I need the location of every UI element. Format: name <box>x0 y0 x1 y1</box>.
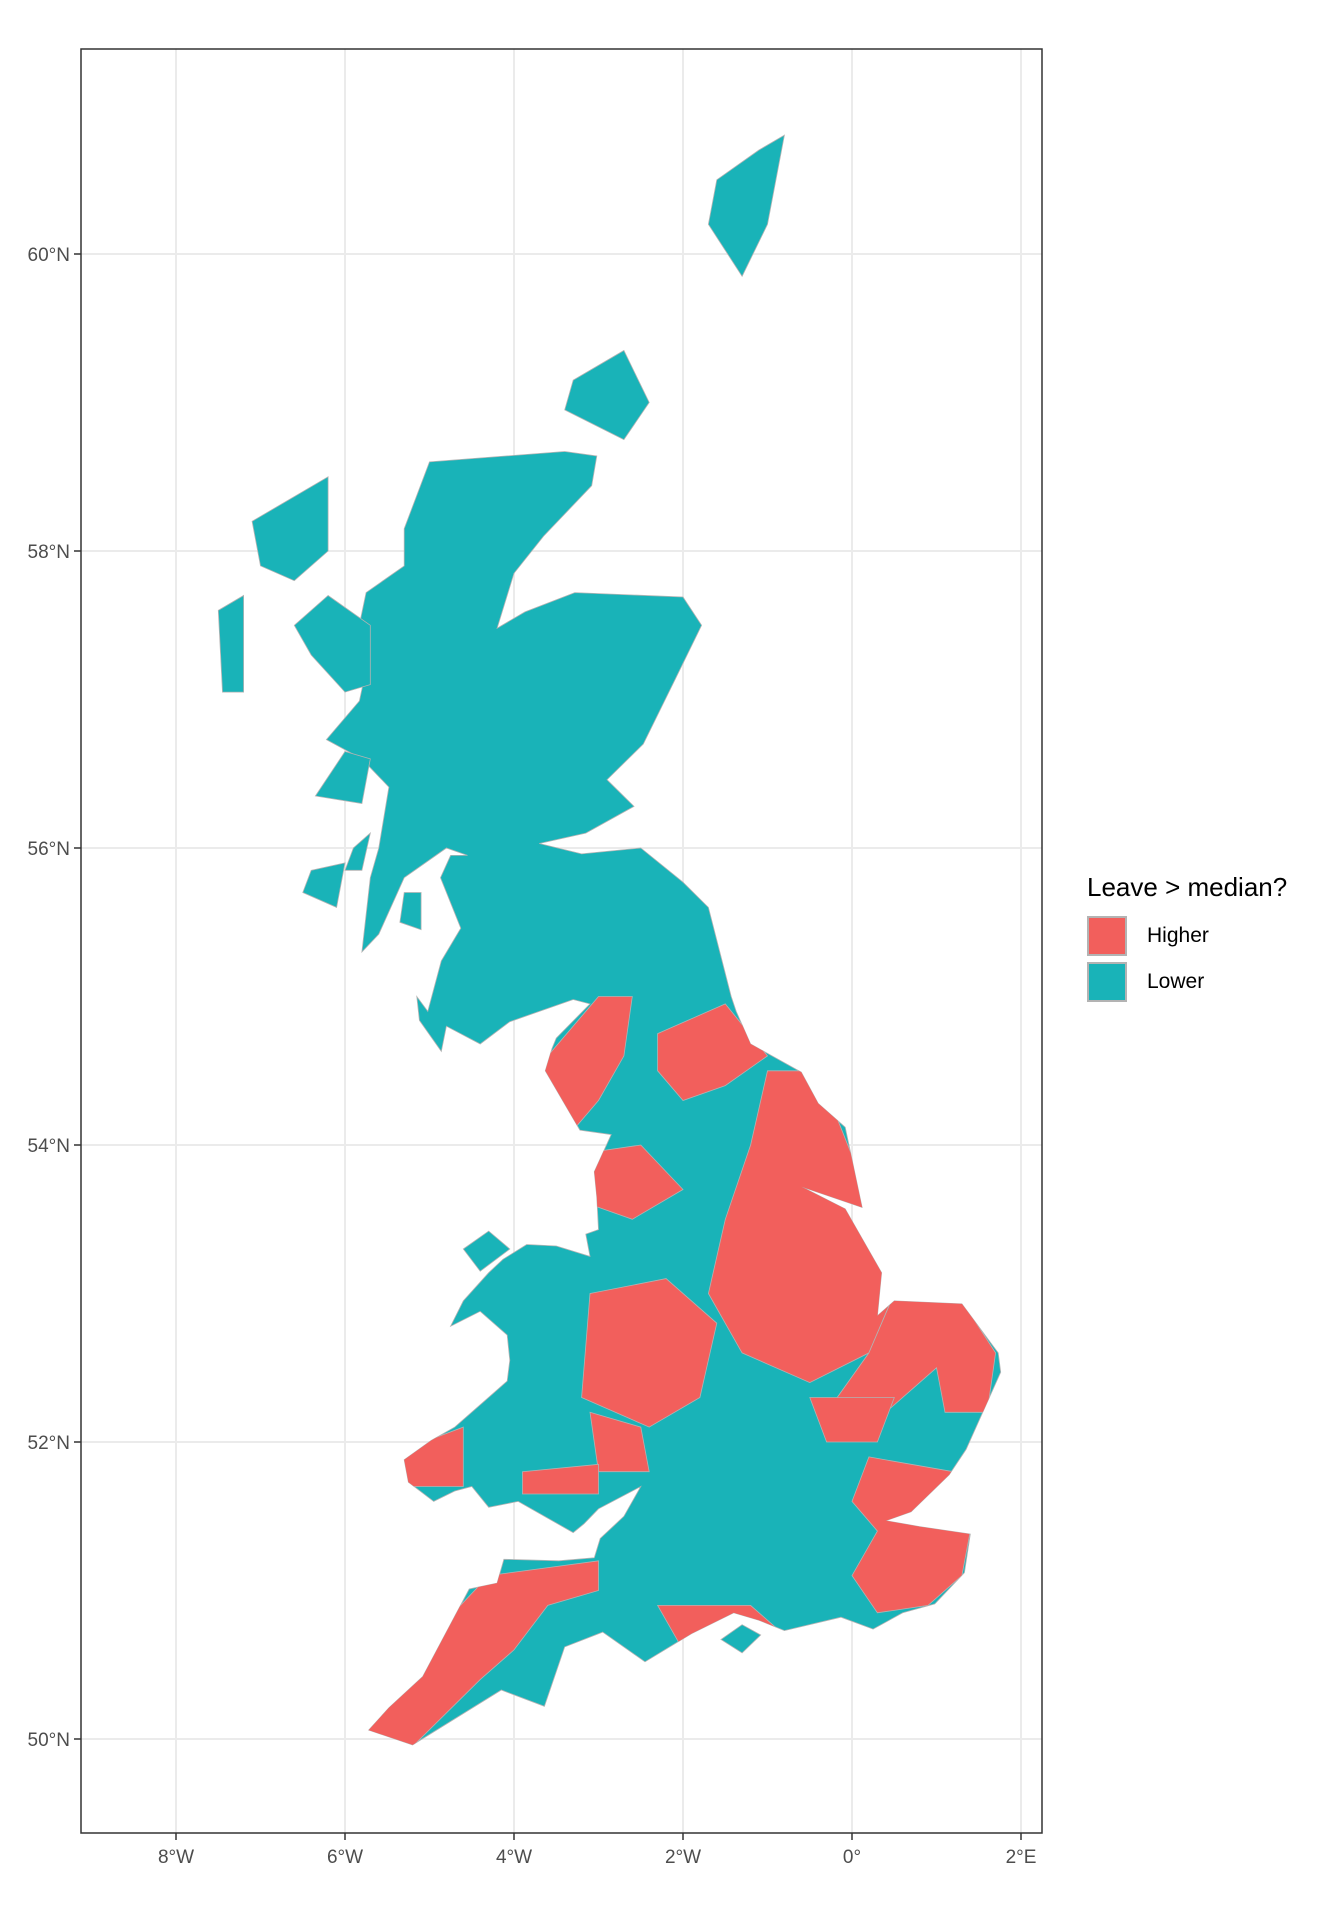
legend-key-higher <box>1087 916 1127 956</box>
region-higher <box>589 1411 650 1473</box>
region-higher <box>657 1003 769 1101</box>
island-lower-region <box>314 751 371 804</box>
legend-key-lower <box>1087 962 1127 1002</box>
legend-title: Leave > median? <box>1087 872 1288 902</box>
x-tick-label: 6°W <box>327 1847 363 1868</box>
y-tick-label: 52°N <box>28 1433 70 1454</box>
region-higher <box>522 1463 599 1495</box>
panel-border <box>80 48 1043 1834</box>
island-lower-region <box>344 831 371 871</box>
y-tick-label: 50°N <box>28 1730 70 1751</box>
island-lower-region <box>564 349 650 441</box>
region-higher <box>809 1397 895 1443</box>
legend-item-lower: Lower <box>1087 959 1287 1005</box>
legend-label-lower: Lower <box>1147 970 1205 993</box>
y-tick-label: 58°N <box>28 542 70 563</box>
x-tick-label: 2°W <box>665 1847 701 1868</box>
x-tick-label: 8°W <box>158 1847 194 1868</box>
island-lower-region <box>462 1230 511 1272</box>
legend-label-higher: Higher <box>1147 924 1209 947</box>
island-lower-region <box>707 134 785 278</box>
higher-regions <box>361 996 997 1745</box>
island-lower-region <box>720 1624 762 1654</box>
y-tick-label: 54°N <box>28 1136 70 1157</box>
x-tick-label: 4°W <box>496 1847 532 1868</box>
island-lower-region <box>302 862 346 908</box>
y-tick-label: 56°N <box>28 839 70 860</box>
region-higher <box>361 1560 599 1745</box>
x-tick-label: 0° <box>843 1847 861 1868</box>
region-higher <box>395 1426 464 1487</box>
island-lower-region <box>293 594 371 693</box>
x-tick-label: 2°E <box>1006 1847 1037 1868</box>
island-lower-region <box>399 892 422 931</box>
region-higher <box>581 1278 718 1428</box>
legend-item-higher: Higher <box>1087 913 1287 959</box>
island-lower-region <box>217 594 245 693</box>
legend: Leave > median? Higher Lower <box>1087 872 1287 1005</box>
y-tick-label: 60°N <box>28 245 70 266</box>
island-lower-region <box>251 476 329 582</box>
